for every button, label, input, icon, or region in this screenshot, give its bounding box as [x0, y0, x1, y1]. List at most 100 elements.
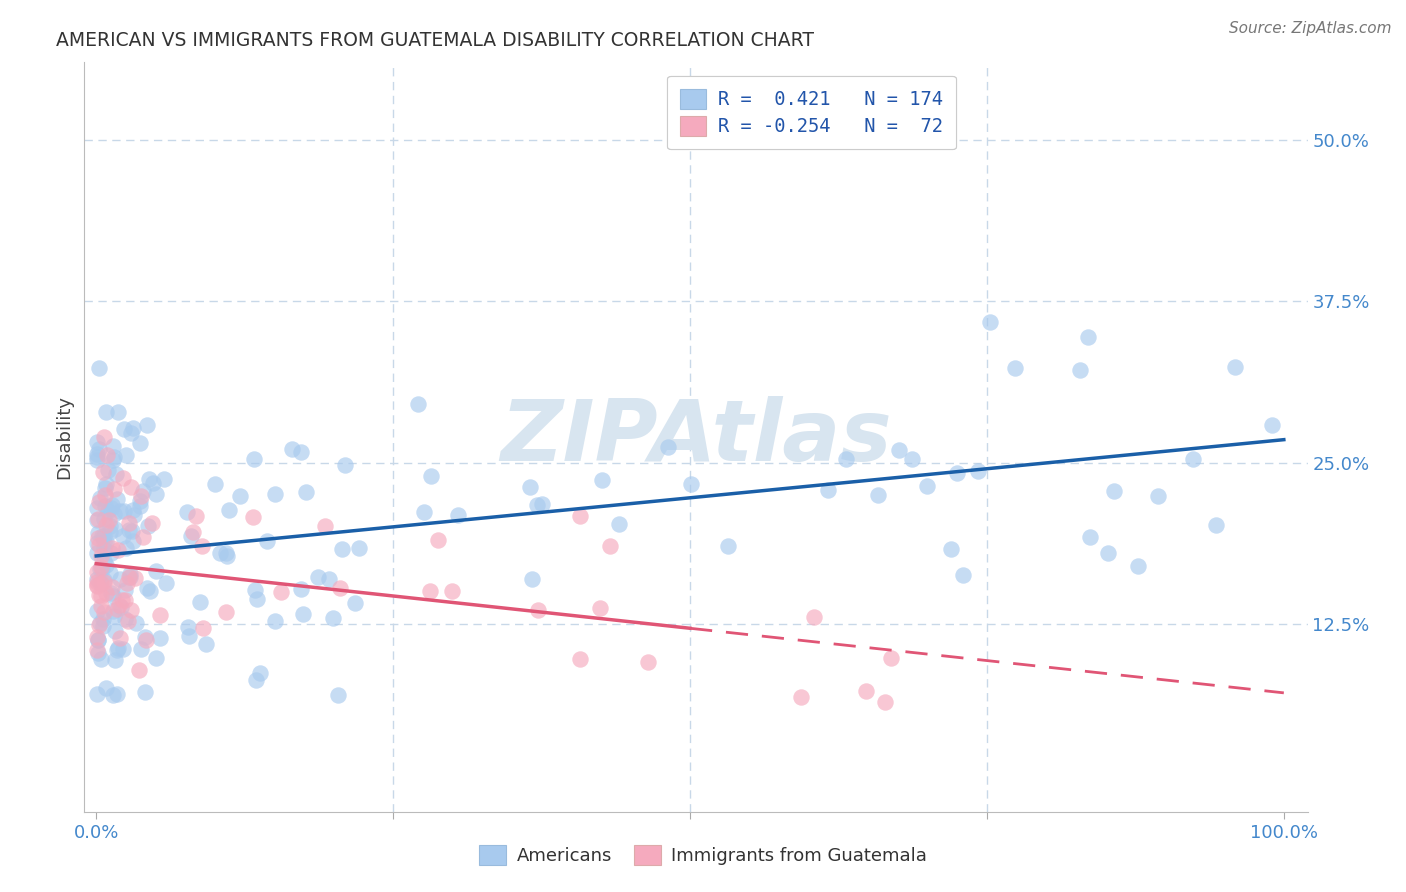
- Point: [135, 632, 157, 647]
- Point: [569, 652, 592, 666]
- Point: [120, 480, 142, 494]
- Point: [204, 477, 226, 491]
- Point: [176, 505, 198, 519]
- Point: [295, 485, 318, 500]
- Point: [107, 641, 129, 656]
- Point: [125, 615, 148, 630]
- Point: [89, 615, 111, 630]
- Point: [90, 575, 112, 590]
- Point: [657, 440, 679, 454]
- Point: [94, 681, 117, 696]
- Point: [93, 529, 115, 543]
- Point: [322, 611, 344, 625]
- Point: [86, 575, 108, 590]
- Point: [107, 602, 129, 616]
- Point: [122, 508, 145, 522]
- Point: [89, 442, 111, 456]
- Point: [889, 442, 911, 457]
- Point: [97, 463, 120, 477]
- Point: [191, 540, 214, 554]
- Point: [111, 642, 134, 657]
- Point: [107, 687, 129, 701]
- Point: [188, 595, 211, 609]
- Point: [124, 571, 146, 585]
- Point: [901, 452, 924, 467]
- Point: [406, 397, 429, 411]
- Point: [427, 533, 450, 547]
- Point: [1004, 361, 1026, 376]
- Point: [281, 442, 304, 456]
- Point: [195, 637, 218, 651]
- Point: [105, 492, 128, 507]
- Point: [326, 689, 349, 703]
- Point: [100, 585, 122, 599]
- Point: [177, 620, 200, 634]
- Point: [94, 517, 117, 532]
- Point: [91, 612, 114, 626]
- Point: [104, 653, 127, 667]
- Point: [114, 593, 136, 607]
- Point: [86, 565, 108, 579]
- Point: [90, 589, 112, 603]
- Point: [519, 480, 541, 494]
- Point: [117, 614, 139, 628]
- Point: [115, 541, 138, 556]
- Point: [86, 643, 108, 657]
- Point: [149, 631, 172, 645]
- Point: [93, 465, 115, 479]
- Point: [599, 539, 621, 553]
- Point: [107, 598, 129, 612]
- Legend: R =  0.421   N = 174, R = -0.254   N =  72: R = 0.421 N = 174, R = -0.254 N = 72: [666, 76, 956, 149]
- Point: [1102, 484, 1125, 499]
- Point: [94, 481, 117, 495]
- Point: [134, 685, 156, 699]
- Point: [86, 546, 108, 560]
- Point: [128, 663, 150, 677]
- Y-axis label: Disability: Disability: [55, 395, 73, 479]
- Point: [132, 484, 155, 499]
- Point: [181, 525, 204, 540]
- Point: [790, 690, 813, 705]
- Point: [419, 583, 441, 598]
- Point: [87, 646, 110, 660]
- Point: [347, 541, 370, 555]
- Point: [93, 554, 115, 568]
- Point: [1261, 417, 1284, 432]
- Point: [112, 422, 135, 436]
- Point: [817, 483, 839, 498]
- Point: [103, 450, 125, 464]
- Point: [120, 425, 142, 440]
- Point: [880, 650, 903, 665]
- Point: [343, 596, 366, 610]
- Point: [111, 593, 134, 607]
- Point: [129, 641, 152, 656]
- Point: [101, 589, 124, 603]
- Point: [86, 513, 108, 527]
- Point: [946, 466, 969, 480]
- Point: [129, 436, 152, 450]
- Point: [104, 624, 127, 638]
- Point: [86, 572, 108, 586]
- Point: [101, 689, 124, 703]
- Point: [527, 603, 550, 617]
- Point: [1225, 360, 1247, 375]
- Point: [101, 439, 124, 453]
- Point: [1205, 518, 1227, 533]
- Text: ZIPAtlas: ZIPAtlas: [501, 395, 891, 479]
- Text: AMERICAN VS IMMIGRANTS FROM GUATEMALA DISABILITY CORRELATION CHART: AMERICAN VS IMMIGRANTS FROM GUATEMALA DI…: [56, 31, 814, 50]
- Point: [441, 584, 464, 599]
- Point: [330, 541, 353, 556]
- Point: [87, 525, 110, 540]
- Point: [90, 560, 112, 574]
- Point: [589, 600, 612, 615]
- Point: [135, 418, 157, 433]
- Point: [105, 643, 128, 657]
- Point: [145, 564, 167, 578]
- Point: [107, 405, 129, 419]
- Point: [217, 549, 239, 564]
- Point: [717, 539, 740, 553]
- Point: [952, 568, 974, 582]
- Point: [103, 482, 125, 496]
- Point: [89, 491, 111, 506]
- Point: [101, 498, 124, 512]
